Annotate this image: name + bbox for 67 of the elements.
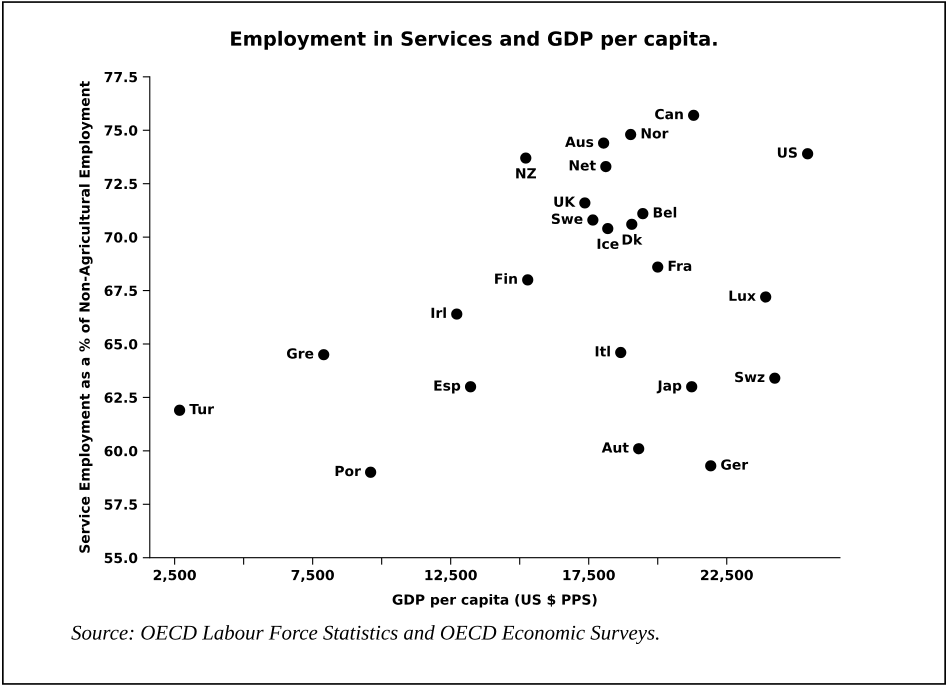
point — [522, 274, 534, 286]
point — [451, 308, 462, 320]
y-tick-label: 75.0 — [104, 125, 138, 136]
point — [579, 197, 590, 209]
point — [587, 214, 598, 226]
y-tick-label: 55.0 — [104, 552, 138, 564]
x-tick-label: 7,500 — [292, 570, 334, 582]
x-tick-label: 12,500 — [425, 570, 477, 582]
source-note: Source: OECD Labour Force Statistics and OECD Economic Surveys. — [71, 625, 658, 644]
point — [520, 152, 532, 164]
x-tick-label: 17,500 — [563, 570, 615, 582]
annotation: Fra — [668, 260, 692, 272]
y-tick-label: 77.5 — [104, 72, 138, 82]
point — [769, 372, 780, 384]
annotation: Can — [655, 108, 683, 120]
annotation: Irl — [432, 307, 446, 318]
point — [705, 460, 716, 472]
point — [688, 110, 700, 121]
point — [365, 466, 376, 478]
point — [602, 222, 614, 234]
annotation: NZ — [516, 168, 536, 178]
y-tick-label: 67.5 — [104, 286, 138, 296]
y-tick-label: 57.5 — [104, 499, 138, 510]
annotation: Swz — [735, 372, 764, 382]
point — [760, 291, 772, 303]
point — [686, 381, 698, 392]
point — [637, 208, 648, 220]
y-tick-label: 60.0 — [104, 446, 138, 456]
point — [615, 346, 626, 358]
annotation: UK — [554, 196, 576, 207]
y-tick-label: 62.5 — [104, 392, 138, 403]
y-axis-title: Service Employment as a % of Non-Agricultural Employment — [79, 81, 93, 553]
annotation: Gre — [287, 348, 314, 359]
annotation: Itl — [596, 346, 610, 356]
annotation: Tur — [189, 404, 214, 414]
annotation: Fin — [495, 273, 517, 284]
point — [600, 160, 612, 172]
x-tick-label: 22,500 — [701, 570, 753, 582]
x-axis-title: GDP per capita (US $ PPS) — [392, 594, 597, 608]
point — [633, 443, 644, 454]
annotation: Dk — [622, 234, 642, 245]
point — [625, 128, 636, 140]
y-tick-label: 65.0 — [104, 338, 138, 350]
annotation: Bel — [654, 206, 676, 218]
point — [802, 148, 814, 160]
annotation: Ice — [598, 238, 618, 250]
point — [652, 261, 664, 273]
point — [598, 137, 610, 149]
annotation: Aus — [565, 136, 594, 148]
annotation: Jap — [656, 380, 682, 394]
annotation: Esp — [434, 380, 460, 394]
annotation: Nor — [642, 128, 668, 139]
annotation: Aut — [602, 442, 629, 453]
point — [464, 381, 476, 392]
annotation: Ger — [721, 459, 748, 470]
point — [318, 349, 330, 360]
annotation: US — [778, 147, 797, 158]
x-tick-label: 2,500 — [154, 570, 196, 582]
annotation: Swe — [552, 214, 582, 224]
y-tick-label: 70.0 — [104, 232, 138, 243]
y-tick-label: 72.5 — [104, 178, 138, 190]
annotation: Por — [336, 466, 361, 476]
chart-title: Employment in Services and GDP per capita. — [231, 30, 717, 50]
point — [174, 404, 186, 416]
annotation: Lux — [730, 290, 756, 301]
point — [626, 218, 638, 230]
annotation: Net — [570, 160, 596, 171]
